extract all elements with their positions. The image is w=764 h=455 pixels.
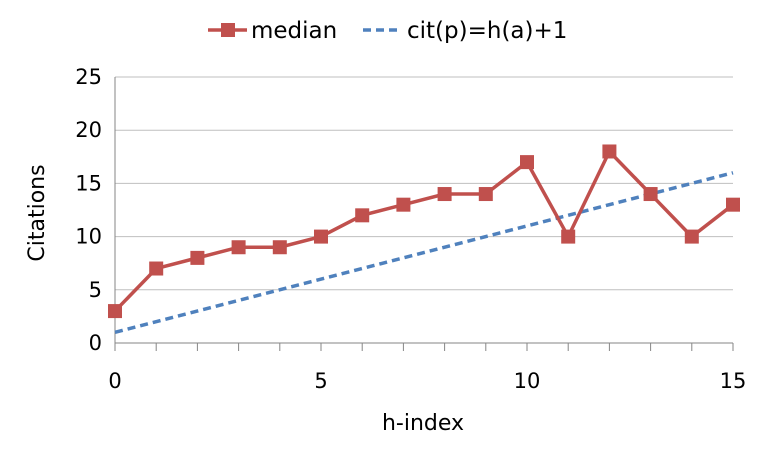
median-point bbox=[231, 240, 246, 255]
x-tick-label: 10 bbox=[514, 369, 541, 393]
median-point bbox=[149, 261, 164, 276]
gridlines bbox=[115, 76, 733, 291]
series-line-median bbox=[113, 148, 735, 313]
median-point bbox=[478, 187, 493, 202]
y-tick-label: 25 bbox=[75, 65, 102, 89]
median-point bbox=[602, 144, 617, 159]
y-axis: 0 5 10 15 20 25 bbox=[75, 65, 116, 355]
x-tick-label: 15 bbox=[720, 369, 747, 393]
median-point bbox=[437, 187, 452, 202]
median-point bbox=[272, 240, 287, 255]
median-point bbox=[520, 155, 534, 170]
y-axis-title: Citations bbox=[25, 164, 50, 261]
median-point bbox=[643, 187, 658, 202]
x-axis: 0 5 10 15 bbox=[108, 342, 747, 393]
legend: median cit(p)=h(a)+1 bbox=[208, 18, 567, 44]
y-tick-label: 20 bbox=[75, 118, 102, 142]
median-point bbox=[561, 229, 576, 244]
legend-item-median: median bbox=[208, 18, 337, 44]
legend-swatch-median-marker bbox=[221, 23, 235, 37]
median-point bbox=[355, 208, 370, 223]
series-layer bbox=[108, 144, 740, 335]
median-point bbox=[684, 229, 699, 244]
legend-label-median: median bbox=[251, 18, 337, 44]
median-point bbox=[108, 304, 122, 319]
y-tick-label: 0 bbox=[89, 331, 102, 355]
median-point bbox=[190, 250, 205, 265]
y-tick-label: 15 bbox=[75, 171, 102, 195]
x-tick-label: 5 bbox=[314, 369, 327, 393]
median-point bbox=[314, 229, 328, 244]
median-point bbox=[396, 197, 411, 212]
x-axis-title: h-index bbox=[382, 411, 464, 436]
median-point bbox=[726, 197, 740, 212]
y-tick-label: 10 bbox=[75, 225, 102, 249]
y-tick-label: 5 bbox=[89, 278, 102, 302]
series-line-reference bbox=[114, 171, 734, 335]
legend-item-reference: cit(p)=h(a)+1 bbox=[363, 18, 567, 44]
x-tick-label: 0 bbox=[108, 369, 121, 393]
legend-label-reference: cit(p)=h(a)+1 bbox=[407, 18, 567, 44]
